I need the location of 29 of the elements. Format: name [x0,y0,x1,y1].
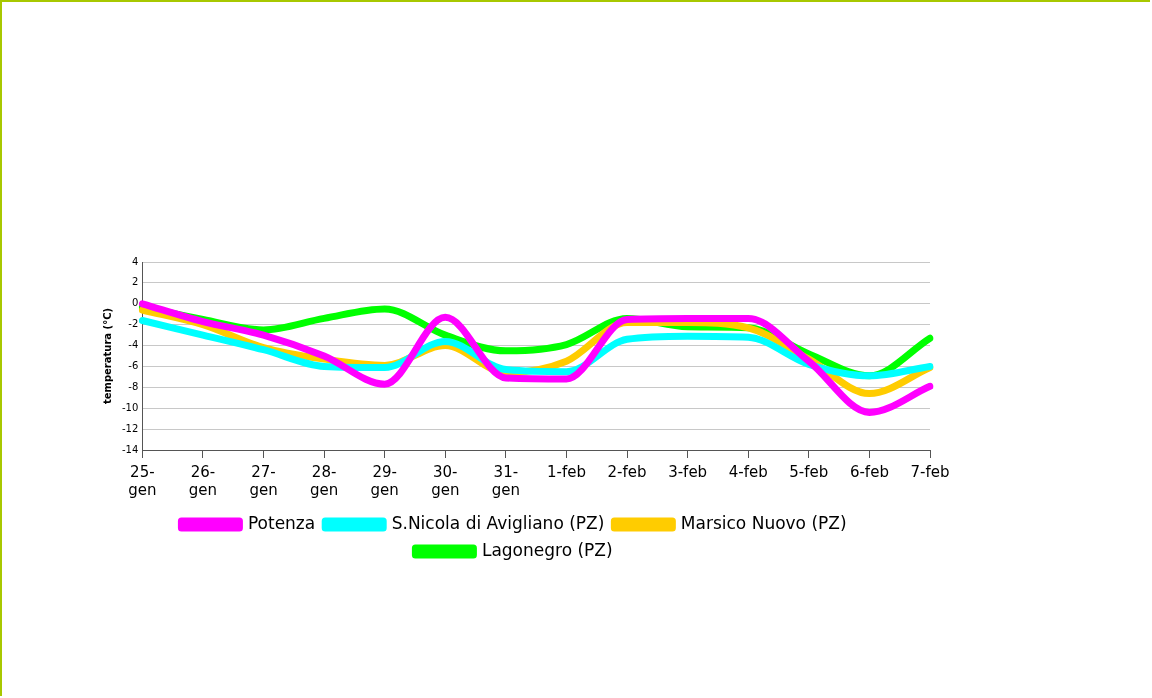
y-tick-label: -2 [128,318,139,330]
y-tick-label: -6 [128,360,139,372]
y-tick-label: -10 [121,401,139,413]
x-tick-label: 5-feb [789,462,829,481]
legend-label: Marsico Nuovo (PZ) [680,512,847,533]
x-tick-label: 31-gen [491,462,520,499]
y-tick-label: -4 [128,339,139,351]
x-tick-label: 25-gen [128,462,157,499]
x-tick-label: 3-feb [668,462,708,481]
legend-label: Lagonegro (PZ) [481,539,613,560]
y-tick-label: -12 [121,422,139,434]
x-tick-label: 26-gen [188,462,218,499]
y-tick-label: -8 [128,380,139,392]
x-tick-label: 2-feb [607,462,647,481]
x-tick-label: 7-feb [910,462,950,481]
y-tick-label: 2 [131,276,139,288]
x-tick-label: 30-gen [431,462,460,499]
x-tick-label: 4-feb [728,462,768,481]
x-tick-label: 28-gen [309,462,339,499]
y-tick-label: -14 [121,443,139,455]
y-axis-title: temperatura (°C) [101,307,113,405]
x-tick-label: 1-feb [546,462,586,481]
x-tick-label: 27-gen [249,462,278,499]
x-tick-label: 6-feb [849,462,889,481]
legend-label: Potenza [247,512,316,533]
x-tick-label: 29-gen [370,462,399,499]
y-tick-label: 4 [131,255,139,267]
y-tick-label: 0 [131,297,139,309]
legend-label: S.Nicola di Avigliano (PZ) [391,512,605,533]
